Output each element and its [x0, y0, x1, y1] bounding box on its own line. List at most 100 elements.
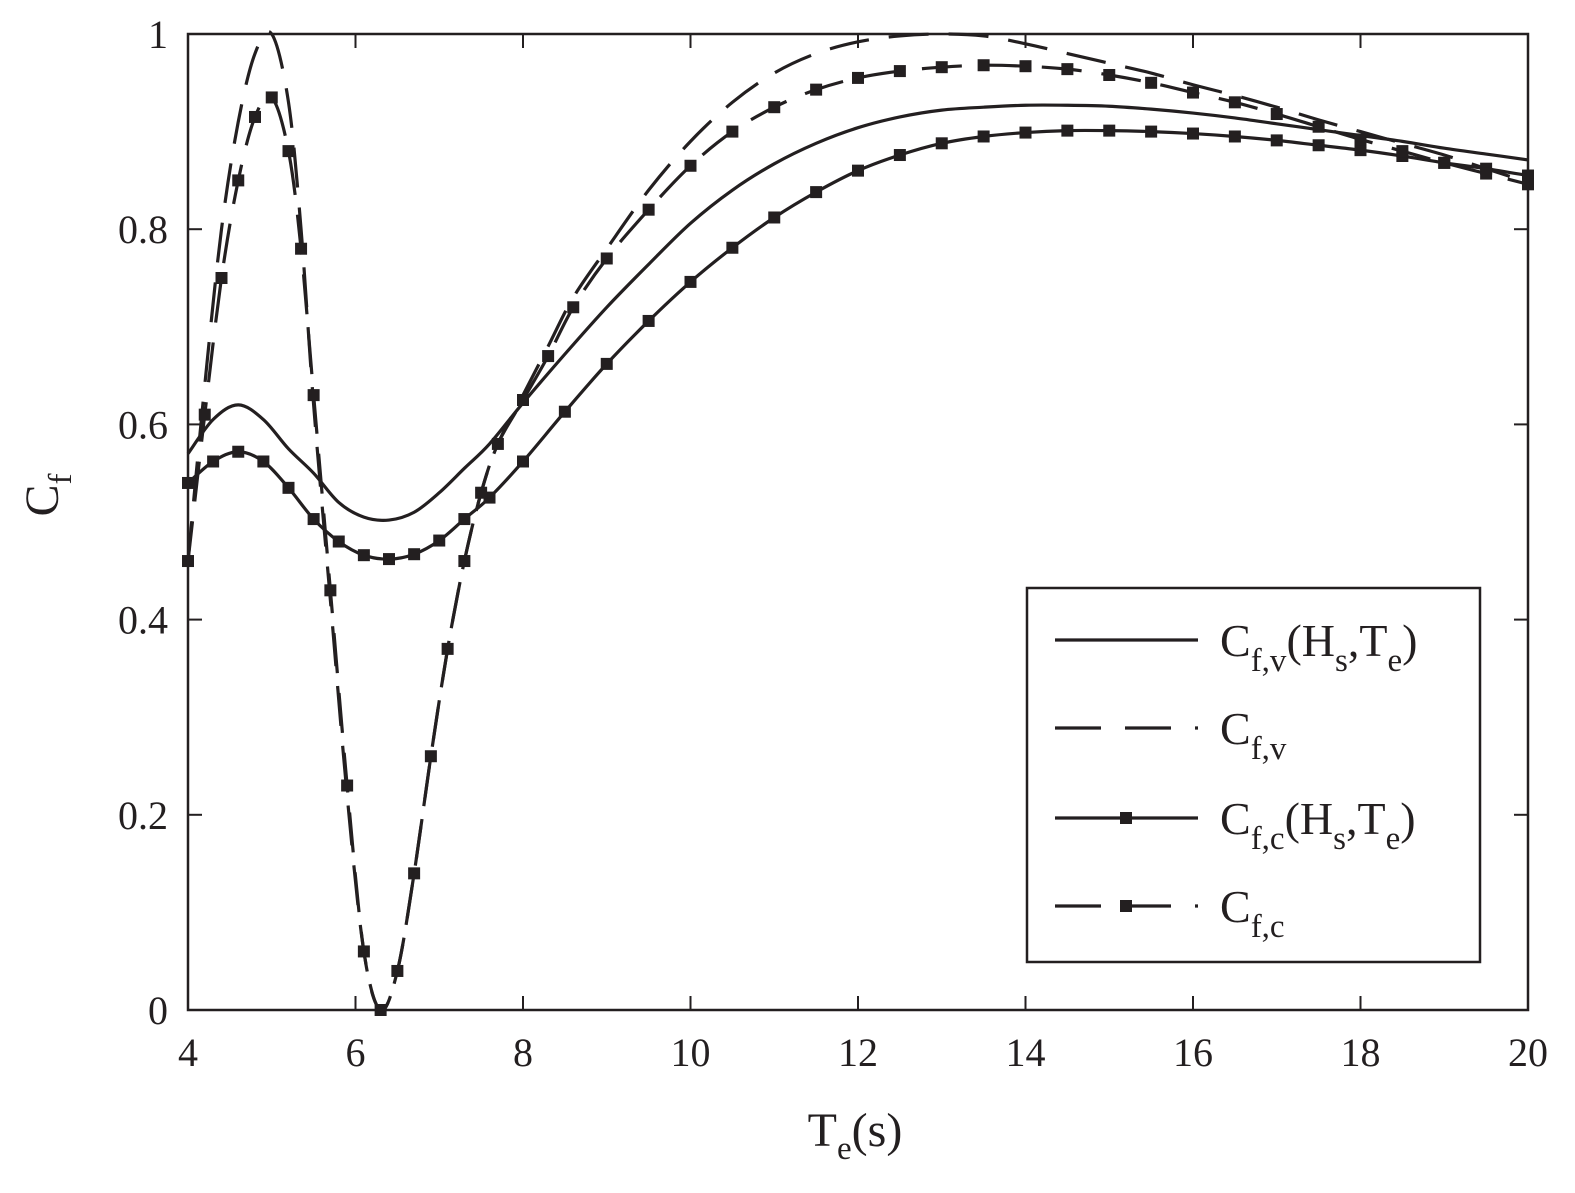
y-tick-label: 0: [148, 988, 168, 1033]
x-axis-label-main: T: [808, 1104, 837, 1157]
data-point-marker: [1187, 127, 1199, 140]
data-point-marker: [893, 65, 906, 78]
data-point-marker: [408, 867, 421, 880]
x-tick-label: 4: [178, 1030, 198, 1075]
legend-label: Cf,c(Hs,Te): [1220, 793, 1416, 857]
data-point-marker: [810, 83, 823, 96]
x-tick-label: 12: [838, 1030, 878, 1075]
data-point-marker: [642, 314, 655, 327]
data-point-marker: [977, 130, 990, 143]
data-point-marker: [198, 408, 211, 421]
y-axis-label-main: C: [16, 484, 69, 516]
data-point-marker: [215, 272, 228, 284]
data-point-marker: [1145, 76, 1158, 89]
y-tick-label: 0.2: [118, 793, 168, 838]
data-point-marker: [249, 110, 261, 123]
x-axis-label-rest: (s): [852, 1104, 903, 1157]
x-tick-label: 20: [1508, 1030, 1548, 1075]
data-point-marker: [567, 301, 580, 314]
data-point-marker: [383, 553, 395, 566]
y-axis-label: Cf: [16, 473, 79, 516]
data-point-marker: [232, 445, 245, 458]
data-point-marker: [558, 405, 571, 418]
data-point-marker: [282, 481, 295, 494]
legend: Cf,v(Hs,Te) Cf,v Cf,c(Hs,Te) Cf,c: [1025, 586, 1482, 964]
data-point-marker: [517, 394, 529, 406]
data-point-marker: [1354, 144, 1367, 157]
x-axis-label: Te(s): [808, 1104, 903, 1167]
data-point-marker: [307, 513, 320, 526]
data-point-marker: [357, 549, 370, 562]
x-tick-label: 18: [1341, 1030, 1381, 1075]
data-point-marker: [726, 241, 739, 254]
data-point-marker: [1312, 139, 1325, 152]
data-point-marker: [295, 242, 308, 255]
data-point-marker: [893, 149, 906, 162]
data-point-marker: [642, 203, 655, 216]
legend-marker-sample: [1120, 900, 1132, 912]
x-tick-label: 8: [513, 1030, 533, 1075]
legend-label: Cf,v(Hs,Te): [1220, 615, 1417, 679]
data-point-marker: [357, 945, 370, 958]
data-point-marker: [1061, 124, 1074, 137]
data-point-marker: [1187, 86, 1199, 99]
data-point-marker: [726, 125, 739, 138]
data-point-marker: [768, 101, 781, 114]
data-point-marker: [458, 555, 471, 568]
data-point-marker: [1019, 60, 1032, 73]
data-point-marker: [1103, 68, 1116, 81]
data-point-marker: [1354, 133, 1367, 146]
series-1: [186, 103, 1529, 522]
data-point-marker: [458, 513, 471, 526]
data-point-marker: [1480, 167, 1493, 180]
y-axis-label-sub: f: [43, 473, 79, 484]
y-tick-label: 0.6: [118, 402, 168, 447]
data-point-marker: [433, 534, 446, 547]
data-point-marker: [1270, 134, 1283, 147]
legend-entry-2: Cf,v: [1055, 703, 1287, 767]
data-point-marker: [852, 71, 864, 84]
legend-entry-4: Cf,c: [1055, 881, 1285, 945]
legend-label: Cf,c: [1220, 881, 1285, 945]
legend-marker-sample: [1120, 812, 1132, 824]
data-point-marker: [441, 642, 454, 655]
legend-entry-1: Cf,v(Hs,Te): [1055, 615, 1417, 679]
data-point-marker: [1145, 125, 1158, 138]
data-point-marker: [810, 186, 823, 199]
data-point-marker: [977, 59, 990, 72]
x-axis-label-sub: e: [837, 1131, 852, 1167]
legend-box: [1025, 586, 1482, 964]
data-point-marker: [1103, 124, 1116, 137]
data-point-marker: [852, 164, 864, 177]
legend-entry-3: Cf,c(Hs,Te): [1055, 793, 1416, 857]
x-tick-label: 16: [1173, 1030, 1213, 1075]
data-point-marker: [1061, 63, 1074, 76]
data-point-marker: [424, 750, 437, 763]
data-point-marker: [1228, 130, 1241, 143]
data-point-marker: [257, 455, 270, 468]
data-point-marker: [600, 357, 613, 370]
data-point-marker: [332, 535, 345, 548]
data-point-marker: [207, 455, 220, 468]
series-line: [186, 103, 1529, 522]
data-point-marker: [542, 350, 555, 363]
data-point-marker: [265, 91, 278, 104]
data-point-marker: [307, 389, 320, 402]
y-tick-label: 0.4: [118, 598, 168, 643]
x-tick-label: 6: [346, 1030, 366, 1075]
y-tick-label: 1: [148, 12, 168, 57]
data-point-marker: [282, 145, 295, 158]
data-point-marker: [935, 61, 948, 74]
data-point-marker: [600, 252, 613, 265]
data-point-marker: [517, 455, 529, 468]
data-point-marker: [1019, 126, 1032, 139]
y-tick-label: 0.8: [118, 207, 168, 252]
data-point-marker: [232, 174, 245, 187]
data-point-marker: [935, 137, 948, 150]
data-point-marker: [475, 486, 488, 499]
series-layer: [182, 29, 1534, 1016]
data-point-marker: [341, 779, 354, 792]
data-point-marker: [1438, 156, 1451, 169]
data-point-marker: [408, 548, 421, 561]
